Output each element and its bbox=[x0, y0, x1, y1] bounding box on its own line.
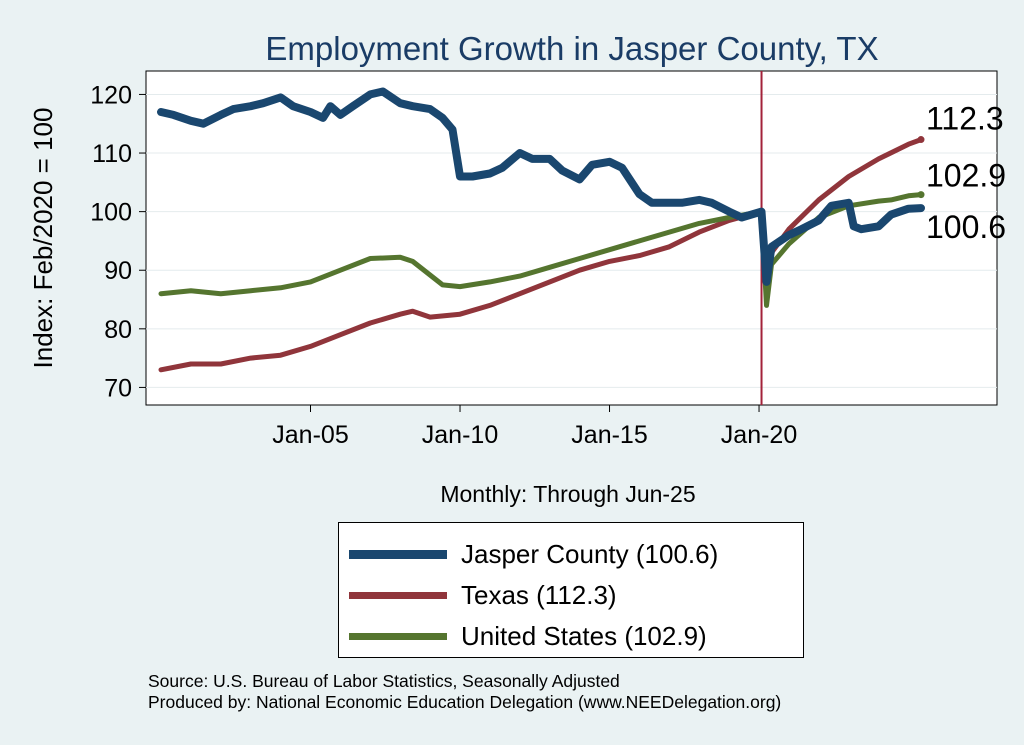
produced-by-line: Produced by: National Economic Education… bbox=[148, 692, 782, 712]
y-tick-label: 90 bbox=[104, 257, 132, 285]
legend-swatch-texas bbox=[349, 591, 447, 599]
series-end-point-jasper bbox=[917, 204, 925, 212]
y-tick-label: 110 bbox=[92, 140, 132, 168]
x-tick-label: Jan-20 bbox=[721, 421, 797, 449]
plot-area bbox=[145, 70, 998, 406]
legend-item-us: United States (102.9) bbox=[349, 618, 707, 654]
source-line: Source: U.S. Bureau of Labor Statistics,… bbox=[148, 671, 620, 691]
y-tick-label: 100 bbox=[90, 199, 132, 227]
legend-label-texas: Texas (112.3) bbox=[461, 579, 617, 610]
series-end-point-us bbox=[917, 191, 925, 199]
y-tick-label: 120 bbox=[90, 81, 132, 109]
series-end-point-texas bbox=[917, 136, 925, 144]
end-label-texas: 112.3 bbox=[926, 101, 1004, 137]
x-tick-label: Jan-05 bbox=[272, 421, 348, 449]
legend-swatch-us bbox=[349, 632, 447, 640]
series-line-texas bbox=[158, 137, 924, 373]
series-line-jasper bbox=[157, 87, 925, 286]
legend-label-jasper: Jasper County (100.6) bbox=[461, 538, 719, 569]
x-tick-label: Jan-10 bbox=[422, 421, 498, 449]
y-tick-label: 80 bbox=[104, 316, 132, 344]
legend: Jasper County (100.6) Texas (112.3) Unit… bbox=[338, 522, 804, 658]
source-note: Source: U.S. Bureau of Labor Statistics,… bbox=[148, 671, 781, 713]
y-axis-label: Index: Feb/2020 = 100 bbox=[28, 108, 58, 369]
end-label-jasper: 100.6 bbox=[926, 209, 1006, 245]
y-tick-label: 70 bbox=[104, 374, 132, 402]
end-label-us: 102.9 bbox=[926, 158, 1006, 194]
legend-item-jasper: Jasper County (100.6) bbox=[349, 536, 718, 572]
legend-item-texas: Texas (112.3) bbox=[349, 577, 617, 613]
chart-title: Employment Growth in Jasper County, TX bbox=[265, 30, 878, 67]
x-tick-label: Jan-15 bbox=[571, 421, 647, 449]
x-axis-label: Monthly: Through Jun-25 bbox=[440, 481, 695, 507]
legend-label-us: United States (102.9) bbox=[461, 620, 707, 651]
legend-swatch-jasper bbox=[349, 549, 447, 559]
